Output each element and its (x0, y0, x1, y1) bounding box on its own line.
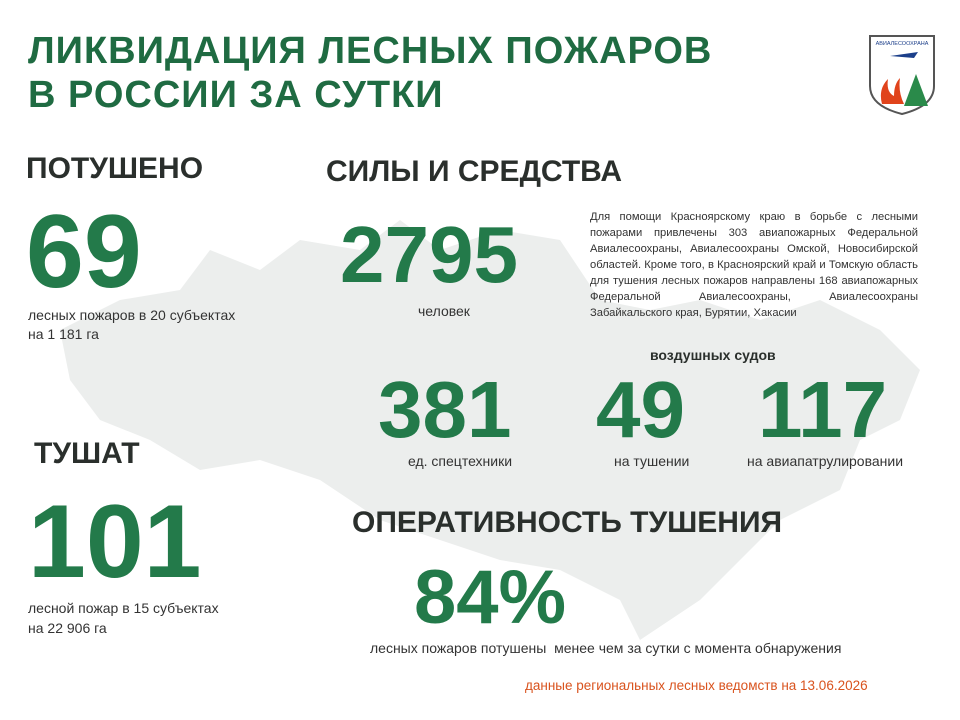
caption: лесных пожаров в 20 субъектах (28, 307, 236, 323)
caption: ед. спецтехники (408, 453, 513, 469)
source: данные региональных лесных ведомств на 1… (525, 678, 868, 693)
caption: на 22 906 га (28, 620, 107, 636)
big-number: 101 (28, 484, 202, 600)
aircraft-heading: воздушных судов (650, 347, 776, 363)
big-number: 49 (596, 365, 685, 454)
section-heading: СИЛЫ И СРЕДСТВА (326, 155, 623, 188)
logo: АВИАЛЕСООХРАНА (869, 35, 935, 116)
section-heading: ПОТУШЕНО (26, 152, 204, 185)
title-line: В РОССИИ ЗА СУТКИ (28, 74, 444, 116)
caption: человек (418, 303, 470, 319)
big-number: 2795 (340, 210, 518, 299)
caption: на тушении (614, 453, 690, 469)
logo-text: АВИАЛЕСООХРАНА (876, 41, 929, 47)
big-number: 84% (414, 555, 567, 640)
caption: на авиапатрулировании (747, 453, 904, 469)
big-number: 381 (378, 365, 512, 454)
section-heading: ОПЕРАТИВНОСТЬ ТУШЕНИЯ (352, 506, 783, 539)
big-number: 69 (26, 194, 142, 310)
note: Для помощи Красноярскому краю в борьбе с… (590, 211, 918, 319)
caption: лесной пожар в 15 субъектах (28, 600, 219, 616)
section-heading: ТУШАТ (34, 437, 140, 470)
big-number: 117 (758, 365, 888, 454)
title-line: ЛИКВИДАЦИЯ ЛЕСНЫХ ПОЖАРОВ (28, 30, 713, 72)
caption: на 1 181 га (28, 326, 99, 342)
caption: лесных пожаров потушены менее чем за сут… (370, 640, 842, 656)
russia-map (60, 220, 920, 640)
